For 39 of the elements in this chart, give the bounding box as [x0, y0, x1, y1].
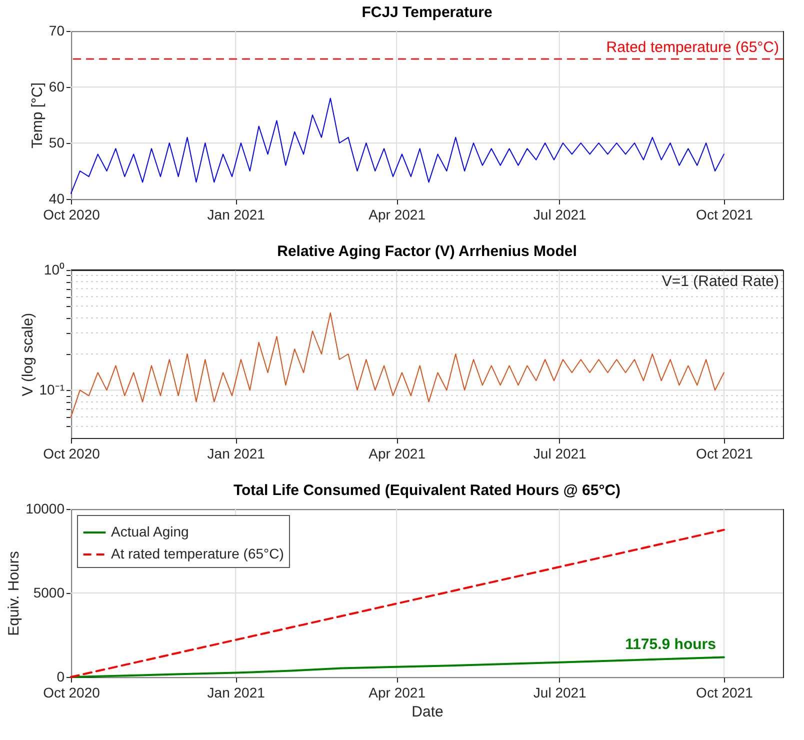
y-tick-label: 60: [48, 78, 65, 94]
x-tick-label: Apr 2021: [368, 446, 426, 462]
y-tick-label: 10⁰: [44, 262, 64, 278]
ref-line-label: Rated temperature (65°C): [606, 39, 779, 56]
y-tick-label: 50: [48, 134, 65, 150]
x-tick-label: Oct 2021: [696, 206, 754, 222]
x-tick-label: Jan 2021: [207, 446, 266, 462]
x-axis-title: Date: [412, 704, 444, 720]
line-series: [70, 656, 725, 678]
legend-label: Actual Aging: [111, 524, 189, 540]
x-tick-label: Jul 2021: [533, 684, 587, 700]
annotation: 1175.9 hours: [625, 636, 716, 654]
y-tick-label: 40: [48, 190, 65, 206]
line-series: [70, 98, 724, 194]
y-tick-label: 70: [48, 22, 65, 38]
y-axis-title: Equiv. Hours: [6, 551, 23, 636]
x-tick-label: Jan 2021: [207, 206, 266, 222]
x-tick-label: Jul 2021: [533, 206, 587, 222]
y-tick-label: 0: [56, 668, 65, 684]
y-tick-label: 10⁻¹: [39, 382, 65, 398]
legend-label: At rated temperature (65°C): [111, 546, 284, 562]
x-tick-label: Jul 2021: [533, 446, 587, 462]
y-axis-title: Temp [°C]: [28, 82, 46, 149]
x-tick-label: Oct 2020: [43, 684, 100, 700]
x-tick-label: Oct 2021: [696, 446, 754, 462]
x-tick-label: Oct 2020: [43, 446, 100, 462]
x-tick-label: Apr 2021: [368, 684, 426, 700]
y-axis-title: V (log scale): [19, 312, 36, 396]
chart-title: FCJJ Temperature: [362, 4, 492, 21]
y-tick-label: 10000: [26, 500, 65, 516]
x-tick-label: Oct 2021: [696, 684, 754, 700]
y-tick-label: 5000: [33, 584, 65, 600]
ref-line-label: V=1 (Rated Rate): [662, 273, 779, 290]
chart-title: Relative Aging Factor (V) Arrhenius Model: [277, 243, 577, 260]
line-series: [70, 312, 724, 418]
x-tick-label: Oct 2020: [43, 206, 100, 222]
chart-title: Total Life Consumed (Equivalent Rated Hours @ 65°C): [233, 482, 621, 499]
x-tick-label: Apr 2021: [368, 206, 426, 222]
x-tick-label: Jan 2021: [207, 684, 266, 700]
